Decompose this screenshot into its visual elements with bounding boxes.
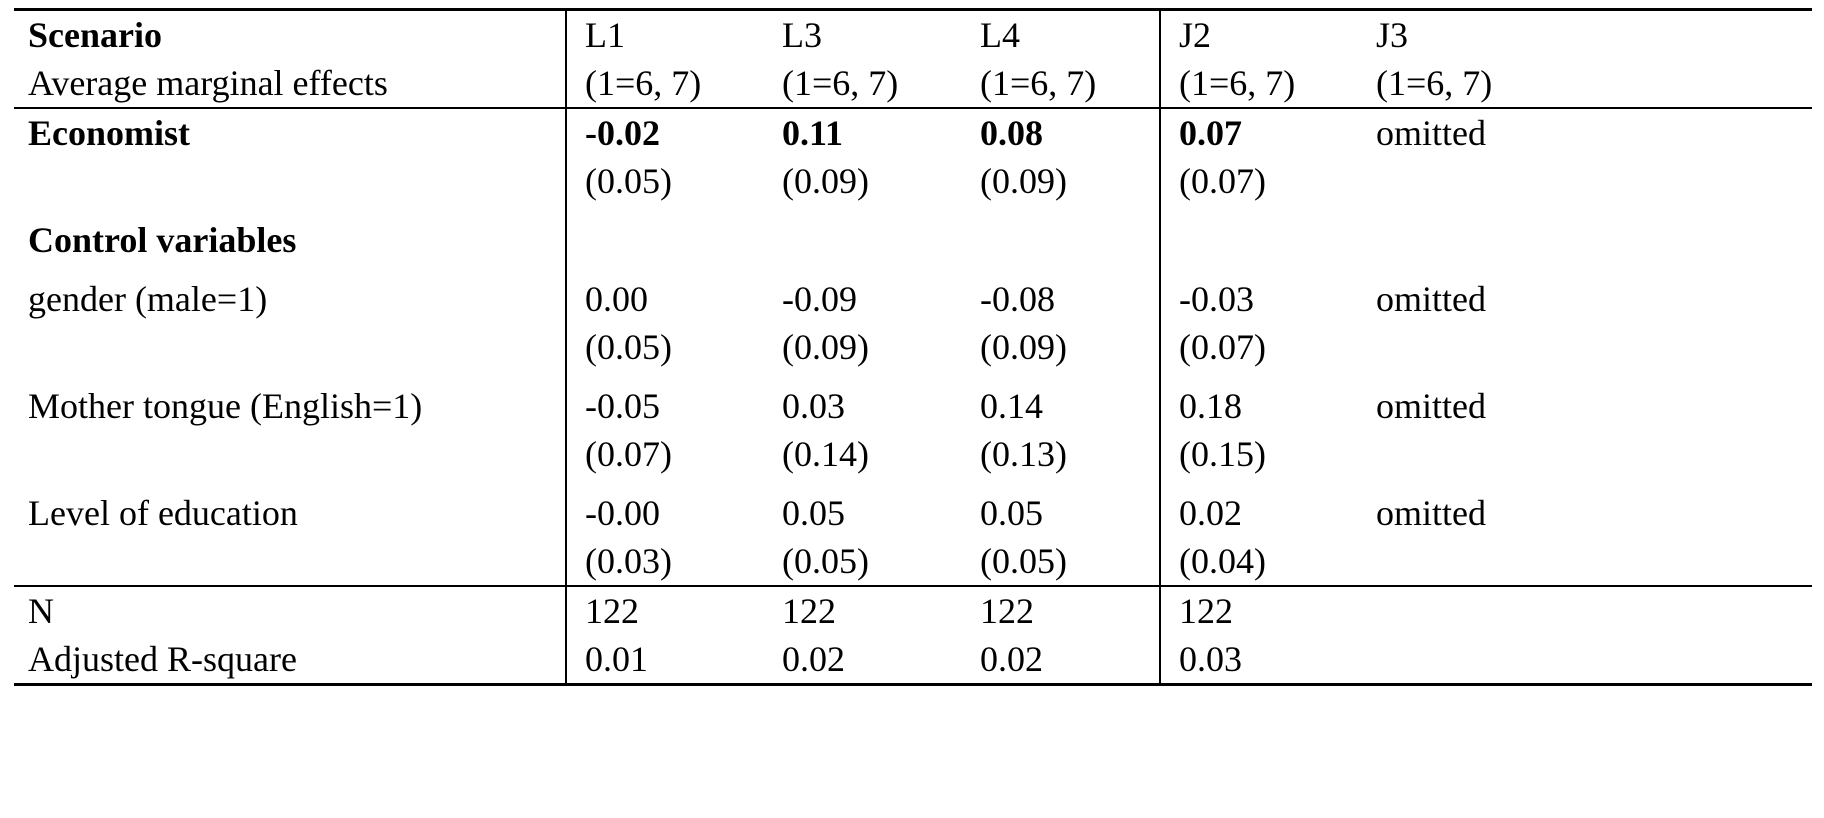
coef-cell: 0.08 bbox=[980, 113, 1043, 153]
coef-cell: -0.03 bbox=[1159, 264, 1358, 323]
stat-cell: 0.01 bbox=[585, 639, 648, 679]
row-label-empty bbox=[14, 323, 567, 371]
row-label-mother-tongue: Mother tongue (English=1) bbox=[14, 371, 567, 430]
row-n: N 122 122 122 122 bbox=[14, 586, 1812, 635]
row-label-n: N bbox=[14, 586, 567, 635]
col-subheader-l4: (1=6, 7) bbox=[962, 59, 1160, 109]
stat-cell: 122 bbox=[585, 591, 639, 631]
se-cell: (0.07) bbox=[1159, 323, 1358, 371]
row-label-empty bbox=[14, 430, 567, 478]
col-subheader-l1: (1=6, 7) bbox=[566, 59, 764, 109]
coef-cell: 0.00 bbox=[585, 279, 648, 319]
coef-cell-omitted: omitted bbox=[1376, 386, 1486, 426]
coef-cell: -0.02 bbox=[585, 113, 660, 153]
stat-cell: 122 bbox=[782, 591, 836, 631]
se-cell: (0.04) bbox=[1159, 537, 1358, 587]
se-cell: (0.09) bbox=[782, 161, 869, 201]
se-cell: (0.05) bbox=[585, 327, 672, 367]
section-label-control-variables: Control variables bbox=[14, 205, 567, 264]
row-label-empty bbox=[14, 157, 567, 205]
coef-cell: 0.07 bbox=[1159, 108, 1358, 157]
stat-cell: 122 bbox=[980, 591, 1034, 631]
results-table: Scenario L1 L3 L4 J2 J3 Average marginal… bbox=[14, 8, 1812, 686]
col-header-l4: L4 bbox=[980, 15, 1020, 55]
header-row-titles: Scenario L1 L3 L4 J2 J3 bbox=[14, 9, 1812, 59]
empty-cell bbox=[764, 205, 962, 264]
se-cell: (0.05) bbox=[764, 537, 962, 587]
stat-cell: 0.02 bbox=[782, 639, 845, 679]
se-cell: (0.03) bbox=[566, 537, 764, 587]
se-cell: (0.07) bbox=[585, 434, 672, 474]
col-header-l1: L1 bbox=[585, 15, 625, 55]
se-cell: (0.15) bbox=[1159, 430, 1358, 478]
header-ame-label: Average marginal effects bbox=[14, 59, 567, 109]
coef-cell: -0.09 bbox=[782, 279, 857, 319]
coef-cell: -0.05 bbox=[585, 386, 660, 426]
empty-cell bbox=[962, 205, 1160, 264]
se-cell: (0.14) bbox=[782, 434, 869, 474]
row-mother-tongue-coef: Mother tongue (English=1) -0.05 0.03 0.1… bbox=[14, 371, 1812, 430]
se-cell: (0.07) bbox=[1159, 157, 1358, 205]
se-cell-empty bbox=[1358, 323, 1812, 371]
coef-cell: 0.11 bbox=[782, 113, 844, 153]
row-gender-coef: gender (male=1) 0.00 -0.09 -0.08 -0.03 o… bbox=[14, 264, 1812, 323]
row-label-education: Level of education bbox=[14, 478, 567, 537]
col-header-j2: J2 bbox=[1159, 9, 1358, 59]
coef-cell: 0.05 bbox=[782, 493, 845, 533]
row-economist-coef: Economist -0.02 0.11 0.08 0.07 omitted bbox=[14, 108, 1812, 157]
stat-cell: 0.02 bbox=[980, 639, 1043, 679]
coef-cell: 0.03 bbox=[782, 386, 845, 426]
coef-cell: 0.05 bbox=[980, 493, 1043, 533]
stat-cell-empty bbox=[1358, 586, 1812, 635]
stat-cell-empty bbox=[1358, 635, 1812, 685]
row-mother-tongue-se: (0.07) (0.14) (0.13) (0.15) bbox=[14, 430, 1812, 478]
coef-cell: 0.02 bbox=[1159, 478, 1358, 537]
col-header-l3: L3 bbox=[782, 15, 822, 55]
se-cell: (0.09) bbox=[980, 327, 1067, 367]
row-label-economist: Economist bbox=[14, 108, 567, 157]
se-cell: (0.09) bbox=[782, 327, 869, 367]
row-adjusted-r-square: Adjusted R-square 0.01 0.02 0.02 0.03 bbox=[14, 635, 1812, 685]
row-label-adjusted-r-square: Adjusted R-square bbox=[14, 635, 567, 685]
se-cell-empty bbox=[1358, 537, 1812, 587]
row-label-gender: gender (male=1) bbox=[14, 264, 567, 323]
row-education-coef: Level of education -0.00 0.05 0.05 0.02 … bbox=[14, 478, 1812, 537]
coef-cell: -0.08 bbox=[980, 279, 1055, 319]
col-subheader-j2: (1=6, 7) bbox=[1159, 59, 1358, 109]
empty-cell bbox=[1159, 205, 1358, 264]
se-cell: (0.13) bbox=[980, 434, 1067, 474]
row-education-se: (0.03) (0.05) (0.05) (0.04) bbox=[14, 537, 1812, 587]
header-scenario-label: Scenario bbox=[14, 9, 567, 59]
se-cell: (0.05) bbox=[585, 161, 672, 201]
empty-cell bbox=[1358, 205, 1812, 264]
coef-cell: 0.14 bbox=[980, 386, 1043, 426]
se-cell-empty bbox=[1358, 157, 1812, 205]
col-subheader-j3: (1=6, 7) bbox=[1358, 59, 1812, 109]
se-cell: (0.09) bbox=[980, 161, 1067, 201]
col-subheader-l3: (1=6, 7) bbox=[764, 59, 962, 109]
row-economist-se: (0.05) (0.09) (0.09) (0.07) bbox=[14, 157, 1812, 205]
stat-cell: 0.03 bbox=[1159, 635, 1358, 685]
row-gender-se: (0.05) (0.09) (0.09) (0.07) bbox=[14, 323, 1812, 371]
coef-cell-omitted: omitted bbox=[1376, 279, 1486, 319]
row-control-variables-heading: Control variables bbox=[14, 205, 1812, 264]
se-cell: (0.05) bbox=[962, 537, 1160, 587]
se-cell-empty bbox=[1358, 430, 1812, 478]
coef-cell-omitted: omitted bbox=[1376, 493, 1486, 533]
coef-cell: -0.00 bbox=[585, 493, 660, 533]
row-label-empty bbox=[14, 537, 567, 587]
stat-cell: 122 bbox=[1159, 586, 1358, 635]
coef-cell: 0.18 bbox=[1159, 371, 1358, 430]
coef-cell-omitted: omitted bbox=[1376, 113, 1486, 153]
empty-cell bbox=[566, 205, 764, 264]
col-header-j3: J3 bbox=[1376, 15, 1409, 55]
header-row-subtitles: Average marginal effects (1=6, 7) (1=6, … bbox=[14, 59, 1812, 109]
